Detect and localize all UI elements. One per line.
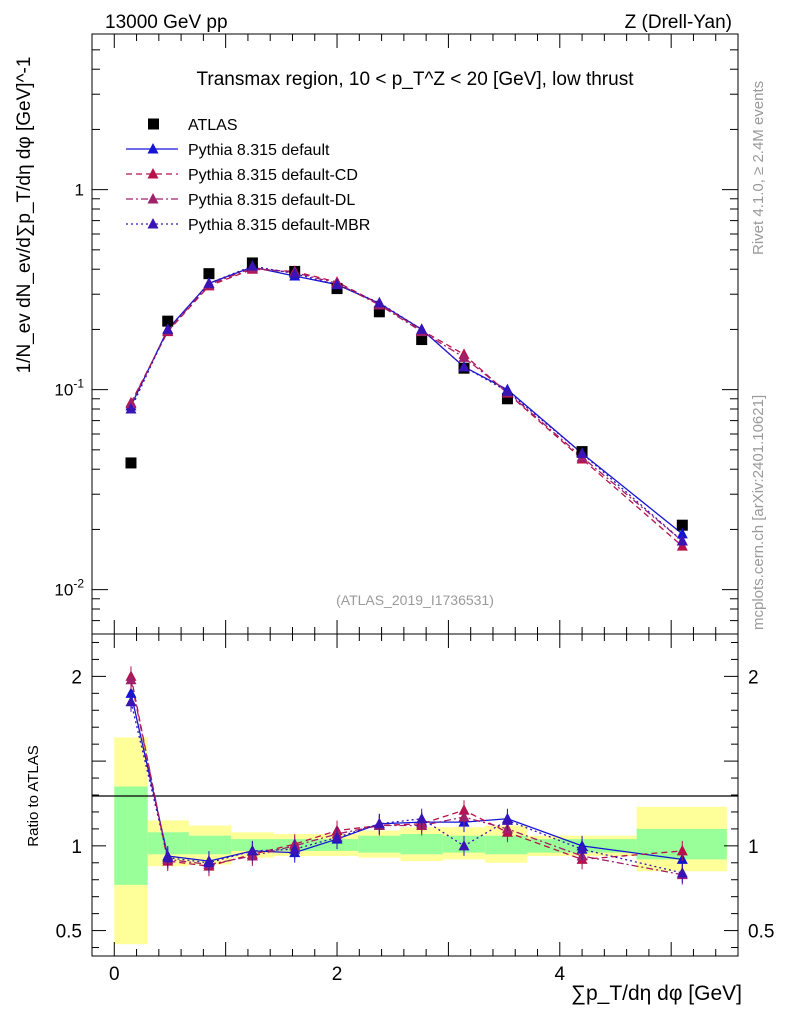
data-point-series-4 xyxy=(416,323,428,334)
ratio-point-series-3 xyxy=(331,831,343,842)
energy-label: 13000 GeV pp xyxy=(105,12,228,33)
data-point-series-3 xyxy=(125,397,137,409)
ratio-point-series-3 xyxy=(203,856,215,868)
main-series-lines xyxy=(130,265,683,547)
ratio-point-series-3 xyxy=(289,843,301,854)
data-point-atlas xyxy=(203,268,215,280)
legend-label: Pythia 8.315 default-MBR xyxy=(188,217,370,234)
data-point-series-4 xyxy=(203,277,215,288)
ratio-axis-ticks: 0 2 4 0.5 0.5 1 1 2 2 xyxy=(56,634,774,985)
ratio-line-2 xyxy=(130,679,683,876)
data-point-series-4 xyxy=(373,296,385,308)
ratio-point-series-3 xyxy=(162,851,174,863)
legend-marker xyxy=(147,168,159,179)
legend-label: Pythia 8.315 default xyxy=(188,142,330,159)
data-point-atlas xyxy=(416,334,428,346)
ratio-series-markers xyxy=(125,666,688,885)
legend-label: Pythia 8.315 default-DL xyxy=(188,192,355,209)
green-band xyxy=(485,835,528,855)
series-line-2 xyxy=(130,268,683,547)
rivet-version-label: Rivet 4.1.0, ≥ 2.4M events xyxy=(750,81,767,255)
legend-marker xyxy=(147,193,159,204)
ratio-line-3 xyxy=(130,701,683,874)
ratio-point-series-3 xyxy=(373,817,385,829)
data-point-atlas xyxy=(125,457,137,469)
legend-entry: Pythia 8.315 default-CD xyxy=(126,167,358,184)
data-point-series-4 xyxy=(458,360,470,372)
data-point-atlas xyxy=(676,519,688,531)
ratio-point-series-2 xyxy=(125,673,137,685)
green-band xyxy=(188,835,232,855)
green-band xyxy=(147,832,189,855)
ratio-point-series-3 xyxy=(125,695,137,707)
data-point-series-4 xyxy=(331,278,343,290)
green-band xyxy=(114,786,148,885)
y-axis-label: 1/N_ev dN_ev/d∑p_T/dη dφ [GeV]^-1 xyxy=(14,57,35,374)
ratio-point-series-3 xyxy=(246,844,258,856)
data-point-series-4 xyxy=(501,385,513,396)
data-point-atlas xyxy=(501,393,513,405)
data-point-series-1 xyxy=(676,527,688,539)
analysis-id-label: (ATLAS_2019_I1736531) xyxy=(336,592,494,608)
ratio-plot-frame xyxy=(91,633,739,957)
legend-label: Pythia 8.315 default-CD xyxy=(188,167,358,184)
series-line-3 xyxy=(130,267,683,542)
ratio-y-tick-label-right: 1 xyxy=(748,837,759,858)
ratio-y-tick-label-right: 0.5 xyxy=(748,922,774,943)
ratio-y-tick-label-right: 2 xyxy=(748,667,759,688)
ratio-y-tick-label: 2 xyxy=(71,667,82,688)
data-point-series-4 xyxy=(162,323,174,334)
ratio-point-series-1 xyxy=(676,844,688,856)
legend-marker xyxy=(147,218,159,229)
ratio-point-series-3 xyxy=(576,843,588,854)
data-point-atlas xyxy=(162,315,174,327)
series-line-1 xyxy=(130,266,683,535)
legend-marker xyxy=(147,143,159,154)
ratio-line-0 xyxy=(130,693,683,862)
ratio-point-series-3 xyxy=(501,814,513,825)
ratio-point-series-2 xyxy=(458,811,470,822)
x-tick-label: 2 xyxy=(332,964,343,985)
main-series-markers xyxy=(125,257,688,551)
green-band xyxy=(358,835,401,853)
data-point-series-4 xyxy=(246,260,258,271)
series-line-4 xyxy=(130,265,683,542)
ratio-point-series-3 xyxy=(416,812,428,824)
legend-entry: Pythia 8.315 default-MBR xyxy=(126,217,370,234)
x-axis-label: ∑p_T/dη dφ [GeV] xyxy=(571,982,742,1005)
legend-entry: Pythia 8.315 default xyxy=(126,142,330,159)
x-tick-label: 4 xyxy=(555,964,566,985)
data-point-atlas xyxy=(373,306,385,318)
ratio-series-lines xyxy=(130,676,683,876)
ratio-line-1 xyxy=(130,676,683,867)
y-tick-label: 10-1 xyxy=(54,377,84,400)
ratio-point-series-3 xyxy=(676,866,688,878)
ratio-y-tick-label: 1 xyxy=(71,837,82,858)
data-point-series-4 xyxy=(125,403,137,414)
x-tick-label: 0 xyxy=(109,964,120,985)
green-band xyxy=(400,833,443,855)
legend: ATLAS Pythia 8.315 default Pythia 8.315 de… xyxy=(126,117,370,234)
y-tick-label: 10-2 xyxy=(54,577,84,600)
ratio-y-tick-label: 0.5 xyxy=(56,922,82,943)
source-label: mcplots.cern.ch [arXiv:2401.10621] xyxy=(750,395,767,630)
legend-entry: ATLAS xyxy=(148,117,238,134)
data-point-series-4 xyxy=(576,447,588,458)
legend-marker-atlas xyxy=(148,118,159,130)
ratio-point-series-3 xyxy=(458,839,470,851)
ratio-plot-panel: 0 2 4 0.5 0.5 1 1 2 2 Ratio to ATLAS ∑p_T/dη dφ … xyxy=(25,633,774,1005)
main-axis-ticks: 10-2 10-1 1 xyxy=(54,33,738,635)
ratio-y-axis-label: Ratio to ATLAS xyxy=(25,745,42,846)
y-tick-label: 1 xyxy=(75,181,84,200)
legend-label: ATLAS xyxy=(188,117,238,134)
legend-entry: Pythia 8.315 default-DL xyxy=(126,192,355,209)
data-point-series-4 xyxy=(676,535,688,546)
ratio-uncertainty-bands xyxy=(114,737,727,945)
data-point-series-3 xyxy=(458,351,470,362)
main-plot-panel: Transmax region, 10 < p_T^Z < 20 [GeV], … xyxy=(14,33,739,635)
data-point-series-4 xyxy=(289,267,301,279)
plot-title: Transmax region, 10 < p_T^Z < 20 [GeV], … xyxy=(197,69,635,90)
process-label: Z (Drell-Yan) xyxy=(625,12,732,33)
